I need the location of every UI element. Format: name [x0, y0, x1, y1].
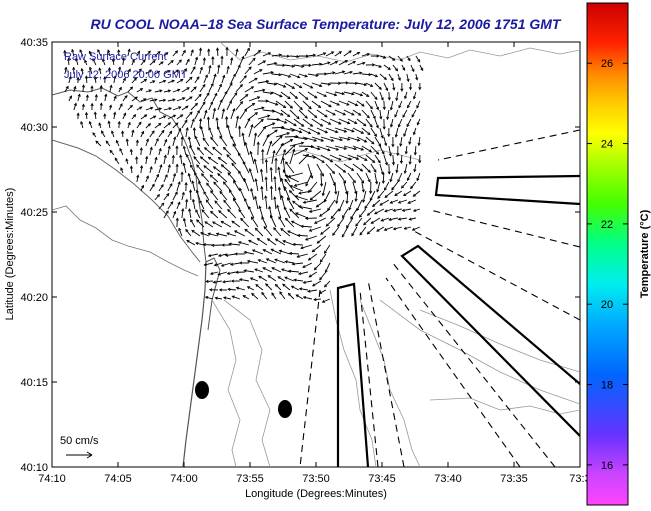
y-tick-label: 40:35 [20, 37, 48, 49]
legend-line-1: Raw Surface Current [64, 51, 167, 63]
shipping-lanes [336, 174, 580, 467]
scale-arrow [66, 451, 93, 459]
x-tick-label: 74:05 [104, 473, 132, 485]
coastline-main [182, 261, 207, 467]
y-tick-label: 40:15 [20, 377, 48, 389]
inland-outline [52, 205, 199, 277]
y-tick-label: 40:10 [20, 462, 48, 474]
x-tick-label: 73:40 [434, 473, 462, 485]
colorbar-tick-label: 18 [601, 380, 613, 392]
colorbar-tick-label: 26 [601, 58, 613, 70]
y-axis-label: Latitude (Degrees:Minutes) [4, 188, 16, 321]
x-tick-label: 73:50 [302, 473, 330, 485]
scale-label: 50 cm/s [60, 435, 99, 447]
x-axis-label: Longitude (Degrees:Minutes) [245, 488, 387, 500]
separation-zones [299, 129, 580, 467]
coastline-north [52, 87, 207, 263]
spit-outline [205, 257, 221, 331]
colorbar-tick-label: 22 [601, 219, 613, 231]
colorbar-ticks: 26 24 22 20 18 16 [587, 58, 628, 472]
map-title: RU COOL NOAA–18 Sea Surface Temperature:… [90, 16, 561, 32]
x-tick-label: 73:55 [236, 473, 264, 485]
colorbar-tick-label: 24 [601, 139, 613, 151]
colorbar-label: Temperature (°C) [639, 209, 651, 298]
x-tick-label: 73:45 [368, 473, 396, 485]
y-tick-label: 40:30 [20, 122, 48, 134]
colorbar-tick-label: 20 [601, 299, 613, 311]
colorbar [586, 2, 629, 506]
measurement-dot [195, 381, 209, 399]
x-tick-label: 74:10 [38, 473, 66, 485]
map-layer [52, 42, 580, 467]
x-tick-label: 73:3 [569, 473, 590, 485]
current-vectors [63, 46, 424, 303]
y-axis: 40:35 40:30 40:25 40:20 40:15 40:10 [20, 37, 580, 474]
measurement-dot [278, 400, 292, 418]
y-tick-label: 40:20 [20, 292, 48, 304]
x-tick-label: 74:00 [170, 473, 198, 485]
legend-line-2: July 12, 2006 20:00 GMT [64, 69, 188, 81]
bathymetry-contours [211, 42, 580, 467]
colorbar-tick-label: 16 [601, 460, 613, 472]
bay-outline [52, 139, 201, 263]
x-axis: 74:10 74:05 74:00 73:55 73:50 73:45 73:40 73:35… [38, 42, 591, 485]
x-tick-label: 73:35 [500, 473, 528, 485]
y-tick-label: 40:25 [20, 207, 48, 219]
